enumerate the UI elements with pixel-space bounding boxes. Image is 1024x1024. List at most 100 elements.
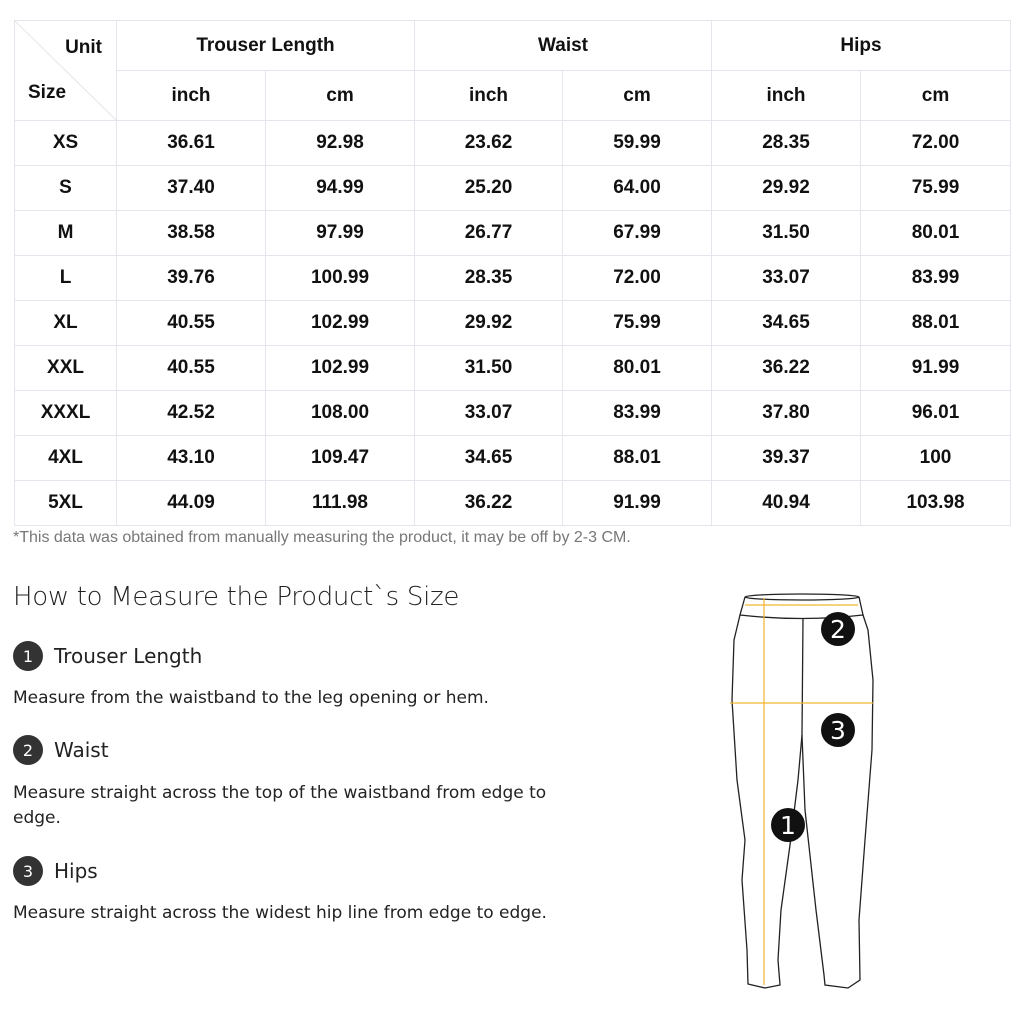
measure-lines — [730, 598, 873, 985]
step-label: Waist — [54, 738, 109, 762]
value-cell: 34.65 — [414, 435, 564, 481]
table-row: XL 40.55 102.99 29.92 75.99 34.65 88.01 — [14, 300, 1012, 346]
marker-3: 3 — [821, 713, 855, 747]
value-cell: 39.37 — [711, 435, 862, 481]
unit-header: inch — [414, 70, 564, 121]
value-cell: 38.58 — [116, 210, 266, 256]
value-cell: 103.98 — [860, 480, 1012, 526]
diagonal-divider — [15, 21, 117, 121]
value-cell: 67.99 — [562, 210, 713, 256]
value-cell: 29.92 — [711, 165, 862, 211]
value-cell: 40.55 — [116, 300, 266, 346]
value-cell: 102.99 — [264, 300, 416, 346]
value-cell: 80.01 — [860, 210, 1012, 256]
table-row: M 38.58 97.99 26.77 67.99 31.50 80.01 — [14, 210, 1012, 256]
svg-text:2: 2 — [830, 615, 846, 644]
value-cell: 64.00 — [562, 165, 713, 211]
value-cell: 39.76 — [116, 255, 266, 301]
step-description: Measure straight across the widest hip l… — [13, 903, 547, 923]
value-cell: 72.00 — [860, 120, 1012, 166]
size-cell: XXL — [14, 345, 117, 391]
value-cell: 97.99 — [264, 210, 416, 256]
step-label: Trouser Length — [54, 644, 203, 668]
size-cell: 5XL — [14, 480, 117, 526]
value-cell: 88.01 — [860, 300, 1012, 346]
value-cell: 44.09 — [116, 480, 266, 526]
unit-header: cm — [264, 70, 416, 121]
step-number-badge: 1 — [13, 641, 43, 671]
value-cell: 88.01 — [562, 435, 713, 481]
step-number-badge: 3 — [13, 856, 43, 886]
value-cell: 37.80 — [711, 390, 862, 436]
table-row: 4XL 43.10 109.47 34.65 88.01 39.37 100 — [14, 435, 1012, 481]
value-cell: 43.10 — [116, 435, 266, 481]
table-row: S 37.40 94.99 25.20 64.00 29.92 75.99 — [14, 165, 1012, 211]
size-cell: M — [14, 210, 117, 256]
step-number-badge: 2 — [13, 735, 43, 765]
unit-header: cm — [562, 70, 713, 121]
leggings-diagram: 2 3 1 — [730, 593, 874, 989]
value-cell: 29.92 — [414, 300, 564, 346]
size-cell: 4XL — [14, 435, 117, 481]
value-cell: 75.99 — [562, 300, 713, 346]
value-cell: 36.61 — [116, 120, 266, 166]
svg-text:1: 1 — [780, 811, 796, 840]
step-description: Measure from the waistband to the leg op… — [13, 688, 489, 708]
value-cell: 80.01 — [562, 345, 713, 391]
value-cell: 33.07 — [414, 390, 564, 436]
table-row: 5XL 44.09 111.98 36.22 91.99 40.94 103.98 — [14, 480, 1012, 526]
value-cell: 42.52 — [116, 390, 266, 436]
step-trouser-length: 1 Trouser Length — [13, 641, 202, 671]
value-cell: 28.35 — [414, 255, 564, 301]
value-cell: 91.99 — [860, 345, 1012, 391]
step-label: Hips — [54, 859, 98, 883]
marker-1: 1 — [771, 808, 805, 842]
size-cell: XS — [14, 120, 117, 166]
unit-header: inch — [711, 70, 862, 121]
size-cell: XL — [14, 300, 117, 346]
value-cell: 100.99 — [264, 255, 416, 301]
value-cell: 36.22 — [711, 345, 862, 391]
marker-2: 2 — [821, 612, 855, 646]
value-cell: 36.22 — [414, 480, 564, 526]
unit-label: Unit — [65, 37, 102, 58]
size-cell: L — [14, 255, 117, 301]
svg-text:3: 3 — [830, 716, 846, 745]
guide-title: How to Measure the Product`s Size — [13, 582, 460, 612]
table-row: XS 36.61 92.98 23.62 59.99 28.35 72.00 — [14, 120, 1012, 166]
value-cell: 28.35 — [711, 120, 862, 166]
value-cell: 31.50 — [711, 210, 862, 256]
corner-header: Unit Size — [14, 20, 117, 121]
value-cell: 23.62 — [414, 120, 564, 166]
table-row: L 39.76 100.99 28.35 72.00 33.07 83.99 — [14, 255, 1012, 301]
value-cell: 94.99 — [264, 165, 416, 211]
group-header: Trouser Length — [115, 20, 416, 71]
value-cell: 83.99 — [562, 390, 713, 436]
value-cell: 108.00 — [264, 390, 416, 436]
group-header: Waist — [414, 20, 713, 71]
size-cell: S — [14, 165, 117, 211]
table-row: XXXL 42.52 108.00 33.07 83.99 37.80 96.01 — [14, 390, 1012, 436]
value-cell: 96.01 — [860, 390, 1012, 436]
unit-header: cm — [860, 70, 1012, 121]
value-cell: 31.50 — [414, 345, 564, 391]
size-cell: XXXL — [14, 390, 117, 436]
table-row: XXL 40.55 102.99 31.50 80.01 36.22 91.99 — [14, 345, 1012, 391]
group-header: Hips — [711, 20, 1012, 71]
value-cell: 40.55 — [116, 345, 266, 391]
value-cell: 33.07 — [711, 255, 862, 301]
value-cell: 91.99 — [562, 480, 713, 526]
leggings-outline — [731, 593, 874, 989]
value-cell: 92.98 — [264, 120, 416, 166]
value-cell: 75.99 — [860, 165, 1012, 211]
value-cell: 40.94 — [711, 480, 862, 526]
value-cell: 109.47 — [264, 435, 416, 481]
value-cell: 102.99 — [264, 345, 416, 391]
value-cell: 83.99 — [860, 255, 1012, 301]
value-cell: 34.65 — [711, 300, 862, 346]
measurement-note: *This data was obtained from manually me… — [13, 529, 631, 546]
size-chart-table: Unit Size Trouser Length Waist Hips inch… — [14, 20, 1012, 526]
size-label: Size — [28, 82, 67, 103]
value-cell: 37.40 — [116, 165, 266, 211]
value-cell: 25.20 — [414, 165, 564, 211]
